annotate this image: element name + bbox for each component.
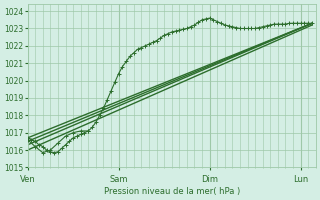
X-axis label: Pression niveau de la mer( hPa ): Pression niveau de la mer( hPa ) bbox=[104, 187, 240, 196]
